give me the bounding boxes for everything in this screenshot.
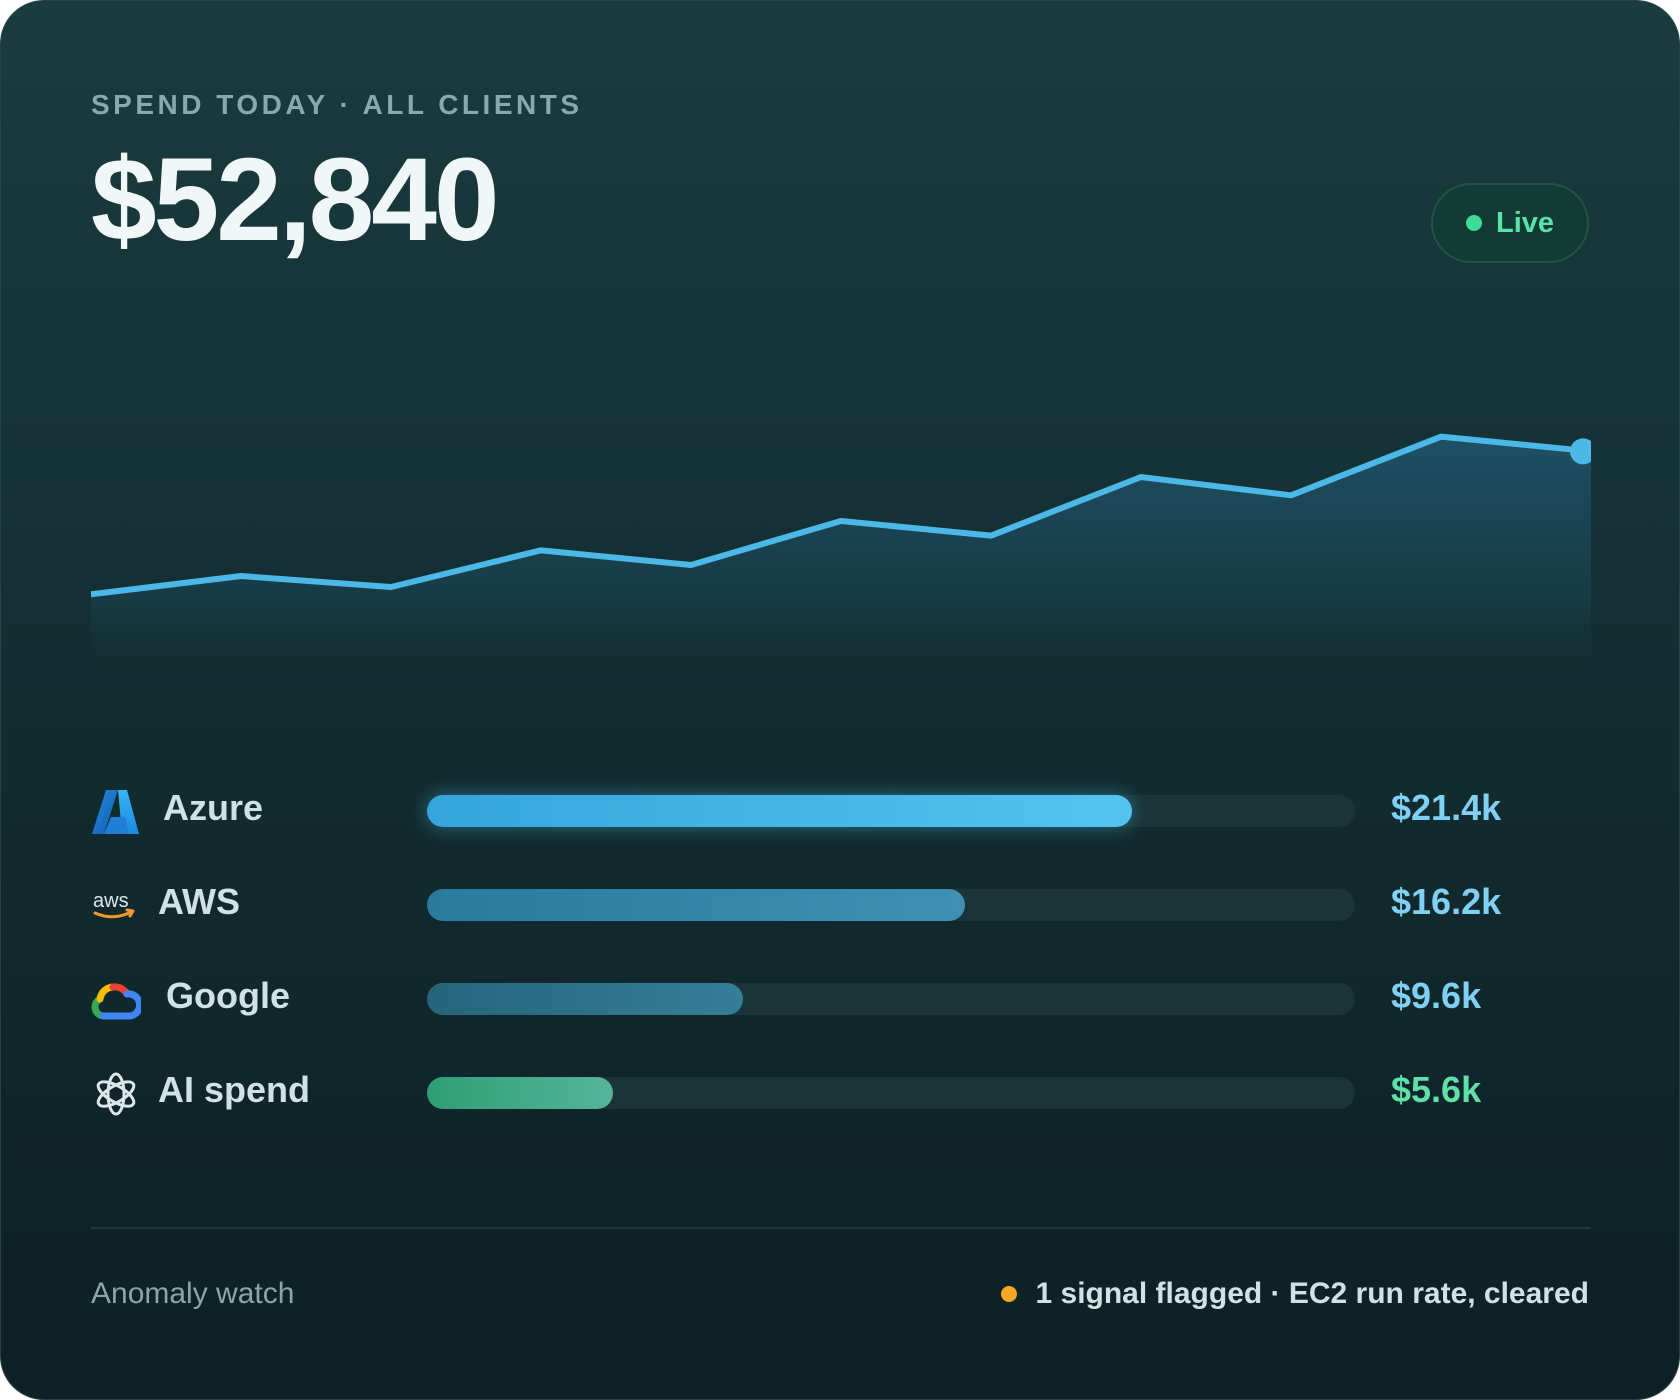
provider-amount: $21.4k [1391, 787, 1502, 828]
chart-current-point [1570, 438, 1591, 465]
bar-fill [427, 983, 743, 1015]
live-label: Live [1495, 206, 1555, 239]
anomaly-status-text: 1 signal flagged · EC2 run rate, cleared [1035, 1277, 1589, 1310]
provider-amount: $16.2k [1391, 881, 1502, 922]
svg-text:aws: aws [93, 890, 129, 912]
google-cloud-icon [91, 983, 141, 1020]
provider-name: Google [166, 975, 290, 1016]
bar-track [427, 889, 1355, 921]
provider-row-google[interactable]: Google $9.6k [91, 967, 1591, 1027]
provider-name: Azure [163, 787, 264, 828]
aws-icon: aws [93, 890, 135, 919]
anomaly-watch-label: Anomaly watch [91, 1277, 295, 1310]
provider-row-ai-spend[interactable]: AI spend $5.6k [91, 1061, 1591, 1121]
provider-amount: $5.6k [1391, 1069, 1482, 1110]
bar-track [427, 795, 1355, 827]
warning-dot-icon [1001, 1286, 1018, 1302]
anomaly-status[interactable]: 1 signal flagged · EC2 run rate, cleared [1001, 1277, 1589, 1311]
provider-row-aws[interactable]: aws AWS $16.2k [91, 873, 1591, 933]
provider-row-azure[interactable]: Azure $21.4k [91, 779, 1591, 839]
spend-trend-chart [91, 433, 1591, 671]
bar-fill [427, 1077, 613, 1109]
bar-track [427, 983, 1355, 1015]
provider-amount: $9.6k [1391, 975, 1482, 1016]
live-dot-icon [1465, 215, 1482, 231]
provider-name: AI spend [158, 1069, 311, 1110]
footer-divider [91, 1227, 1591, 1229]
openai-icon [96, 1072, 136, 1116]
azure-icon [92, 790, 139, 834]
chart-area [91, 436, 1591, 671]
bar-fill [427, 795, 1133, 827]
chart-line [91, 433, 1591, 598]
bar-fill [427, 889, 966, 921]
live-badge[interactable]: Live [1431, 183, 1589, 263]
total-spend: $52,840 [91, 134, 500, 266]
bar-track [427, 1077, 1355, 1109]
card-eyebrow: SPEND TODAY · ALL CLIENTS [91, 89, 583, 120]
provider-name: AWS [158, 881, 241, 922]
